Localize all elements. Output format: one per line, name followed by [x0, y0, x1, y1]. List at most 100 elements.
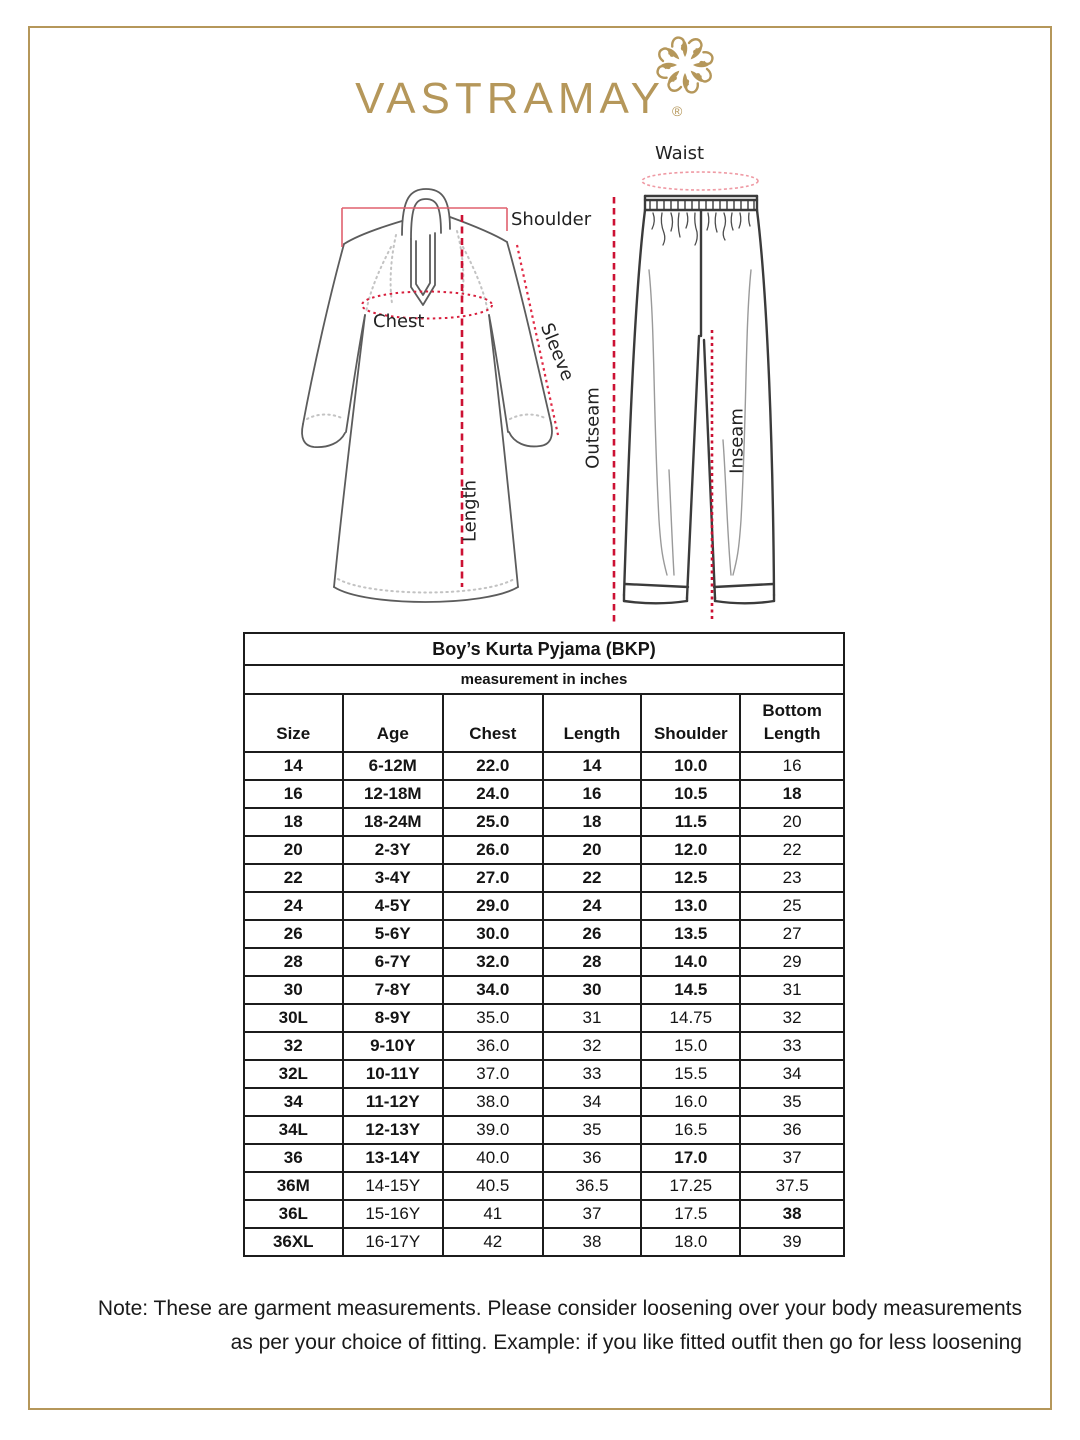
table-cell: 24.0: [442, 779, 544, 809]
table-subtitle: measurement in inches: [243, 664, 845, 695]
table-cell: 42: [442, 1227, 544, 1257]
kurta-sketch: [301, 188, 560, 603]
table-cell: 29: [739, 947, 845, 977]
column-header: Length: [541, 693, 643, 753]
table-cell: 16: [243, 779, 344, 809]
table-cell: 15.0: [640, 1031, 742, 1061]
table-row: 16 12-18M 24.0 16 10.5 18: [243, 779, 845, 809]
table-cell: 34.0: [442, 975, 544, 1005]
table-cell: 10-11Y: [341, 1059, 445, 1089]
table-row: 26 5-6Y 30.0 26 13.5 27: [243, 919, 845, 949]
size-chart-table: Boy’s Kurta Pyjama (BKP) measurement in …: [243, 632, 845, 1257]
table-cell: 12-18M: [341, 779, 445, 809]
table-cell: 17.5: [640, 1199, 742, 1229]
registered-trademark: ®: [672, 103, 683, 119]
table-cell: 36: [243, 1143, 344, 1173]
column-header: Age: [341, 693, 445, 753]
length-label: Length: [459, 479, 481, 543]
table-cell: 22: [739, 835, 845, 865]
table-cell: 31: [739, 975, 845, 1005]
table-cell: 26: [243, 919, 344, 949]
table-cell: 16.5: [640, 1115, 742, 1145]
size-chart-body: 14 6-12M 22.0 14 10.0 16 16 12-18M 24.0 16 10.5 18 1…: [243, 751, 845, 1257]
table-cell: 37.0: [442, 1059, 544, 1089]
table-cell: 16: [541, 779, 643, 809]
table-cell: 32.0: [442, 947, 544, 977]
table-cell: 27.0: [442, 863, 544, 893]
chest-label: Chest: [373, 311, 425, 332]
table-row: 36M 14-15Y 40.5 36.5 17.25 37.5: [243, 1171, 845, 1201]
table-cell: 36M: [243, 1171, 344, 1201]
table-cell: 30.0: [442, 919, 544, 949]
table-row: 34L 12-13Y 39.0 35 16.5 36: [243, 1115, 845, 1145]
table-cell: 36: [541, 1143, 643, 1173]
table-cell: 36: [739, 1115, 845, 1145]
table-cell: 18-24M: [341, 807, 445, 837]
table-cell: 34: [243, 1087, 344, 1117]
column-header: Shoulder: [640, 693, 742, 753]
table-cell: 35: [739, 1087, 845, 1117]
table-cell: 10.5: [640, 779, 742, 809]
table-cell: 22: [541, 863, 643, 893]
table-cell: 38: [739, 1199, 845, 1229]
table-cell: 20: [739, 807, 845, 837]
measurement-note: Note: These are garment measurements. Pl…: [50, 1292, 1022, 1360]
table-cell: 4-5Y: [341, 891, 445, 921]
table-cell: 24: [243, 891, 344, 921]
table-cell: 17.0: [640, 1143, 742, 1173]
table-cell: 39: [739, 1227, 845, 1257]
table-cell: 36.0: [442, 1031, 544, 1061]
table-cell: 14.0: [640, 947, 742, 977]
table-cell: 36L: [243, 1199, 344, 1229]
table-cell: 27: [739, 919, 845, 949]
shoulder-label: Shoulder: [511, 209, 592, 230]
table-cell: 28: [243, 947, 344, 977]
table-row: 18 18-24M 25.0 18 11.5 20: [243, 807, 845, 837]
table-cell: 26.0: [442, 835, 544, 865]
table-row: 36XL 16-17Y 42 38 18.0 39: [243, 1227, 845, 1257]
table-cell: 16-17Y: [341, 1227, 445, 1257]
table-cell: 14: [243, 751, 344, 781]
table-row: 24 4-5Y 29.0 24 13.0 25: [243, 891, 845, 921]
brand-logo-text: VASTRAMAY: [355, 74, 665, 123]
table-cell: 25: [739, 891, 845, 921]
table-cell: 18.0: [640, 1227, 742, 1257]
table-row: 22 3-4Y 27.0 22 12.5 23: [243, 863, 845, 893]
table-title: Boy’s Kurta Pyjama (BKP): [243, 632, 845, 666]
table-cell: 25.0: [442, 807, 544, 837]
table-cell: 40.5: [442, 1171, 544, 1201]
table-cell: 14.5: [640, 975, 742, 1005]
table-cell: 34: [739, 1059, 845, 1089]
note-line-2: as per your choice of fitting. Example: …: [230, 1331, 1022, 1354]
column-header: Bottom Length: [739, 693, 845, 753]
table-cell: 23: [739, 863, 845, 893]
table-row: 34 11-12Y 38.0 34 16.0 35: [243, 1087, 845, 1117]
table-cell: 35: [541, 1115, 643, 1145]
table-cell: 15-16Y: [341, 1199, 445, 1229]
table-cell: 36.5: [541, 1171, 643, 1201]
table-row: 32L 10-11Y 37.0 33 15.5 34: [243, 1059, 845, 1089]
table-cell: 40.0: [442, 1143, 544, 1173]
table-cell: 24: [541, 891, 643, 921]
table-row: 20 2-3Y 26.0 20 12.0 22: [243, 835, 845, 865]
table-cell: 14-15Y: [341, 1171, 445, 1201]
table-cell: 10.0: [640, 751, 742, 781]
table-cell: 20: [243, 835, 344, 865]
table-cell: 37.5: [739, 1171, 845, 1201]
table-cell: 36XL: [243, 1227, 344, 1257]
outseam-label: Outseam: [582, 387, 604, 469]
table-row: 36 13-14Y 40.0 36 17.0 37: [243, 1143, 845, 1173]
table-cell: 28: [541, 947, 643, 977]
table-cell: 6-12M: [341, 751, 445, 781]
table-cell: 38.0: [442, 1087, 544, 1117]
table-cell: 34: [541, 1087, 643, 1117]
pyjama-sketch: [612, 171, 776, 622]
table-cell: 33: [541, 1059, 643, 1089]
table-row: 32 9-10Y 36.0 32 15.0 33: [243, 1031, 845, 1061]
table-cell: 11.5: [640, 807, 742, 837]
column-header: Size: [243, 693, 344, 753]
table-cell: 8-9Y: [341, 1003, 445, 1033]
table-cell: 16: [739, 751, 845, 781]
table-cell: 15.5: [640, 1059, 742, 1089]
table-cell: 12.5: [640, 863, 742, 893]
